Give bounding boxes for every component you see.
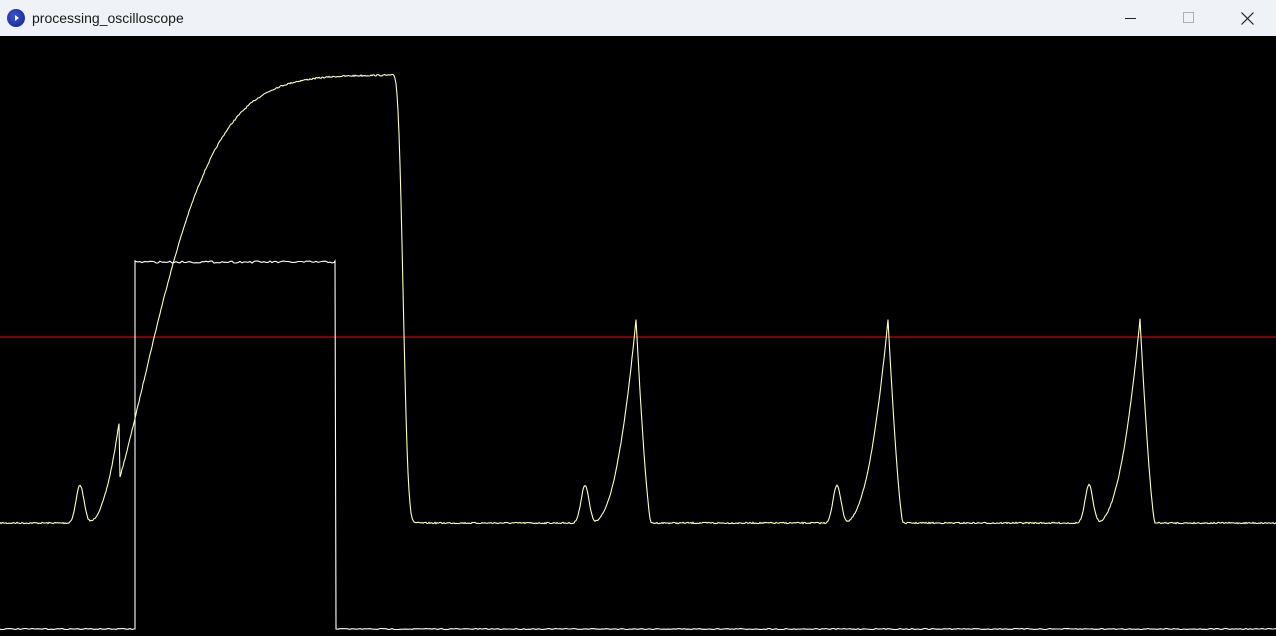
close-button[interactable] bbox=[1218, 0, 1276, 36]
close-icon bbox=[1240, 11, 1254, 25]
window-title: processing_oscilloscope bbox=[32, 10, 184, 26]
window-controls bbox=[1102, 0, 1276, 36]
processing-app-icon bbox=[7, 9, 25, 27]
minimize-button[interactable] bbox=[1102, 0, 1160, 36]
digital-signal-trace bbox=[0, 259, 1276, 631]
analog-signal-trace bbox=[0, 73, 1276, 525]
maximize-icon bbox=[1183, 12, 1194, 23]
oscilloscope-plot bbox=[0, 73, 1276, 631]
minimize-icon bbox=[1125, 18, 1136, 19]
title-bar[interactable]: processing_oscilloscope bbox=[0, 0, 1276, 36]
maximize-button[interactable] bbox=[1160, 0, 1218, 36]
oscilloscope-canvas bbox=[0, 36, 1276, 636]
